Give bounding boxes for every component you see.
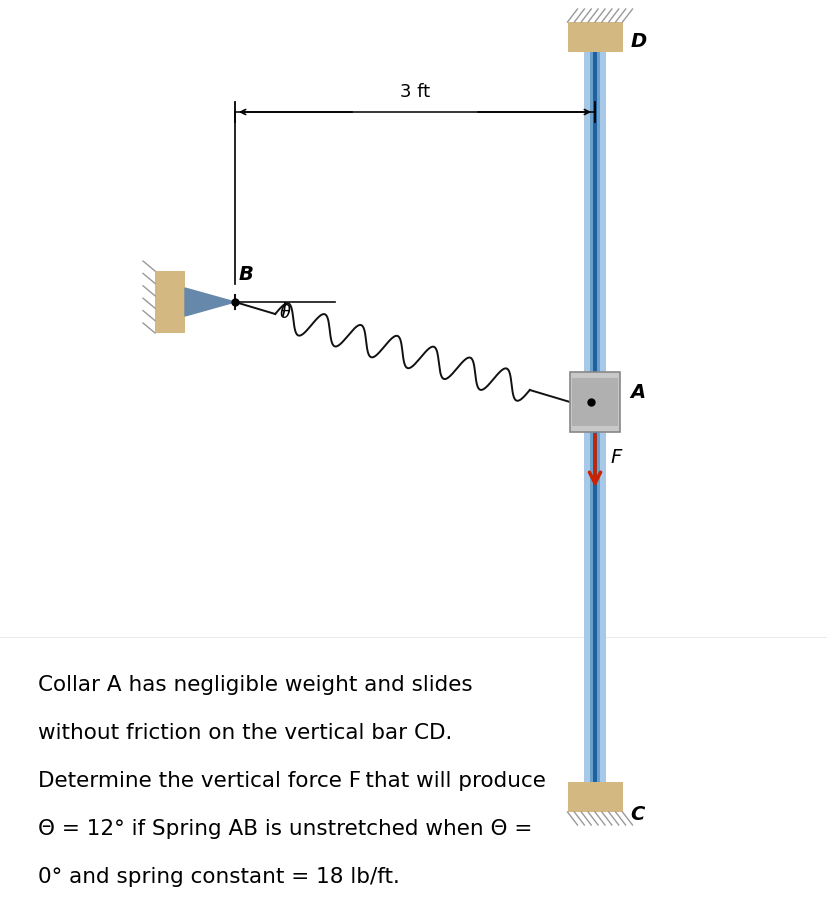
Text: Determine the vertical force F that will produce: Determine the vertical force F that will… xyxy=(38,771,545,791)
Text: C: C xyxy=(629,805,644,824)
Bar xyxy=(583,52,590,782)
Bar xyxy=(571,378,617,426)
Bar xyxy=(566,782,622,812)
Text: without friction on the vertical bar CD.: without friction on the vertical bar CD. xyxy=(38,723,452,743)
FancyBboxPatch shape xyxy=(569,372,619,432)
Bar xyxy=(599,52,605,782)
Text: A: A xyxy=(629,383,644,402)
Text: D: D xyxy=(629,32,646,51)
Text: $\theta$: $\theta$ xyxy=(279,305,291,323)
Text: 3 ft: 3 ft xyxy=(399,83,429,101)
Text: 0° and spring constant = 18 lb/ft.: 0° and spring constant = 18 lb/ft. xyxy=(38,867,399,887)
Text: $F$: $F$ xyxy=(609,448,623,467)
Polygon shape xyxy=(184,288,235,316)
Bar xyxy=(592,52,596,782)
Text: B: B xyxy=(239,265,254,284)
Bar xyxy=(155,271,184,333)
Bar xyxy=(566,22,622,52)
Text: Θ = 12° if Spring AB is unstretched when Θ =: Θ = 12° if Spring AB is unstretched when… xyxy=(38,819,532,839)
Bar xyxy=(583,52,605,782)
Text: Collar A has negligible weight and slides: Collar A has negligible weight and slide… xyxy=(38,675,472,695)
